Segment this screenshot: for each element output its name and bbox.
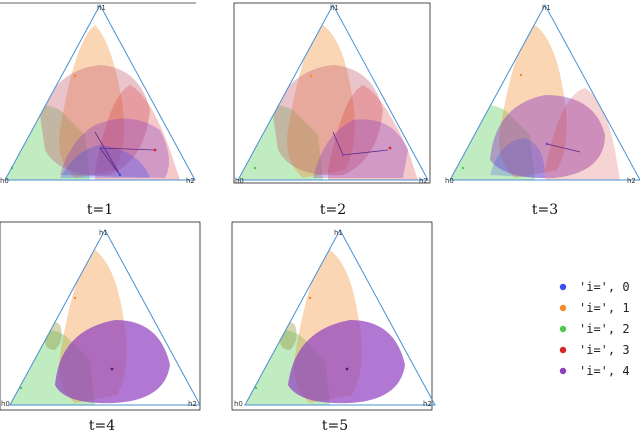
vertex-label-left: h0 <box>1 400 10 408</box>
legend-item-4: 'i=', 4 <box>559 364 630 378</box>
vertex-label-right: h2 <box>186 177 195 185</box>
vertex-label-left: h0 <box>445 177 454 185</box>
vertex-label-right: h2 <box>419 177 428 185</box>
legend-item-1: 'i=', 1 <box>559 301 630 315</box>
region-i0 <box>490 138 545 178</box>
panel-t3: h1 h0 h2 t=3 <box>445 3 640 218</box>
region-i4 <box>490 95 605 179</box>
panel-frame <box>231 221 433 411</box>
vertex-label-left: h0 <box>235 177 244 185</box>
point-i3 <box>153 148 157 152</box>
legend-item-2: 'i=', 2 <box>559 322 630 336</box>
point-i4 <box>345 367 349 371</box>
legend-marker-3 <box>559 346 567 354</box>
region-i0 <box>60 145 150 178</box>
panel-frame <box>0 221 201 411</box>
region-i1 <box>287 25 355 178</box>
point-i3 <box>388 146 392 150</box>
vertex-label-top: h1 <box>330 4 339 12</box>
regions <box>5 25 180 180</box>
point-i2 <box>19 386 23 390</box>
panel-caption: t=3 <box>532 202 558 218</box>
legend-marker-0 <box>559 283 567 291</box>
simplex-triangle <box>237 3 429 181</box>
point-i1 <box>309 74 313 78</box>
region-i0a <box>313 119 408 178</box>
legend-marker-1 <box>559 304 567 312</box>
region-i4 <box>273 65 383 176</box>
point-i4 <box>341 153 345 157</box>
legend-label-0: 'i=', 0 <box>579 280 630 294</box>
point-i1 <box>308 296 312 300</box>
region-i4 <box>55 320 170 404</box>
region-i4 <box>40 65 150 176</box>
regions <box>450 25 620 180</box>
panel-t4: h1 h0 h2 t=4 <box>0 221 201 434</box>
vertex-label-top: h1 <box>334 229 343 237</box>
point-i4 <box>545 142 549 146</box>
region-i3 <box>95 85 180 180</box>
vertex-label-top: h1 <box>99 229 108 237</box>
region-i3 <box>328 85 418 180</box>
vertex-label-right: h2 <box>423 400 432 408</box>
simplex-triangle <box>244 228 436 406</box>
trajectory <box>546 143 581 153</box>
vertex-label-left: h0 <box>234 400 243 408</box>
vertex-label-top: h1 <box>542 4 551 12</box>
legend-item-3: 'i=', 3 <box>559 343 630 357</box>
region-i1 <box>499 25 567 178</box>
vertex-label-left: h0 <box>0 177 9 185</box>
regions <box>245 250 405 405</box>
region-i3 <box>545 88 620 180</box>
panel-caption: t=2 <box>320 202 346 218</box>
legend: 'i=', 0 'i=', 1 'i=', 2 'i=', 3 'i=', 4 <box>559 280 630 378</box>
panel-t1: h1 h0 h2 t=1 <box>0 2 196 218</box>
legend-marker-4 <box>559 367 567 375</box>
panel-caption: t=4 <box>89 418 115 434</box>
simplex-triangle <box>9 228 201 406</box>
panel-t2: h1 h0 h2 t=2 <box>233 2 431 218</box>
legend-marker-2 <box>559 325 567 333</box>
point-i2 <box>461 166 465 170</box>
legend-label-3: 'i=', 3 <box>579 343 630 357</box>
legend-label-1: 'i=', 1 <box>579 301 630 315</box>
point-i2 <box>254 386 258 390</box>
legend-label-2: 'i=', 2 <box>579 322 630 336</box>
point-i1 <box>519 73 523 77</box>
panel-frame <box>233 2 431 184</box>
simplex-triangle <box>449 3 640 181</box>
regions <box>10 250 170 405</box>
vertex-label-top: h1 <box>97 4 106 12</box>
vertex-label-right: h2 <box>627 177 636 185</box>
simplex-triangle <box>4 3 196 181</box>
panel-caption: t=5 <box>322 418 348 434</box>
vertex-label-right: h2 <box>188 400 197 408</box>
panel-t5: h1 h0 h2 t=5 <box>231 221 436 434</box>
region-i1 <box>59 25 124 178</box>
point-i1 <box>73 296 77 300</box>
panel-caption: t=1 <box>87 202 113 218</box>
trajectory <box>94 131 156 176</box>
point-i1 <box>73 74 77 78</box>
region-i4 <box>288 320 405 404</box>
regions <box>238 25 418 180</box>
point-i0 <box>118 173 122 177</box>
point-i2 <box>253 166 257 170</box>
legend-label-4: 'i=', 4 <box>579 364 630 378</box>
legend-item-0: 'i=', 0 <box>559 280 630 294</box>
point-i4 <box>110 367 114 371</box>
